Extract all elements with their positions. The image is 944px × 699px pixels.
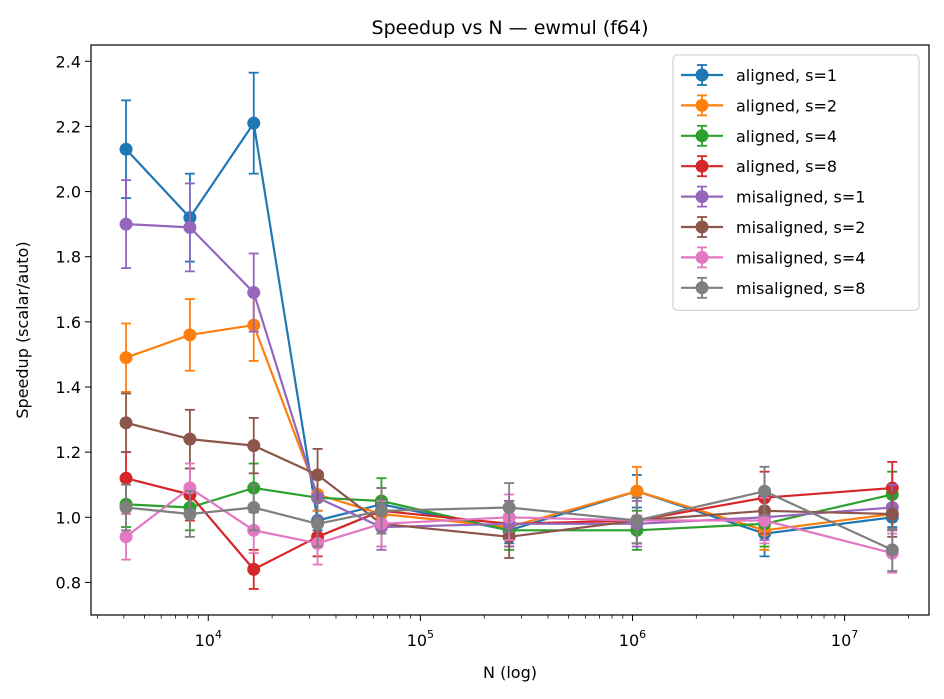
legend-item: aligned, s=1 xyxy=(681,64,837,86)
data-point xyxy=(247,439,261,453)
legend-marker xyxy=(695,250,709,264)
legend-label: misaligned, s=8 xyxy=(736,279,865,298)
data-point xyxy=(374,504,388,518)
data-point xyxy=(183,432,197,446)
x-tick-label: 105 xyxy=(407,628,434,650)
data-point xyxy=(630,514,644,528)
data-point xyxy=(885,543,899,557)
y-tick-label: 1.4 xyxy=(56,378,81,397)
legend-item: aligned, s=2 xyxy=(681,94,837,117)
legend-label: aligned, s=8 xyxy=(736,157,837,176)
data-point xyxy=(119,142,133,156)
data-point xyxy=(119,501,133,515)
x-tick-label: 104 xyxy=(195,628,222,650)
legend-box xyxy=(672,54,920,311)
y-tick-label: 2.4 xyxy=(56,52,81,71)
legend-item: misaligned, s=8 xyxy=(681,276,865,299)
legend-label: aligned, s=4 xyxy=(736,127,837,146)
legend-marker xyxy=(695,68,709,82)
data-point xyxy=(119,217,133,231)
data-point xyxy=(247,286,261,300)
legend-item: aligned, s=8 xyxy=(681,155,837,178)
y-tick-label: 1.8 xyxy=(56,248,81,267)
legend-marker xyxy=(695,129,709,143)
data-point xyxy=(119,471,133,485)
data-point xyxy=(119,416,133,430)
legend-item: misaligned, s=4 xyxy=(681,246,865,269)
y-tick-label: 2.0 xyxy=(56,183,81,202)
y-axis-label: Speedup (scalar/auto) xyxy=(13,241,32,418)
data-point xyxy=(183,507,197,521)
legend-label: aligned, s=2 xyxy=(736,96,837,115)
x-tick-label: 107 xyxy=(831,628,858,650)
y-tick-label: 1.6 xyxy=(56,313,81,332)
data-point xyxy=(119,530,133,544)
legend-label: misaligned, s=4 xyxy=(736,248,865,267)
chart-title: Speedup vs N — ewmul (f64) xyxy=(372,17,649,39)
data-point xyxy=(311,517,325,531)
legend-label: misaligned, s=1 xyxy=(736,188,865,207)
data-point xyxy=(311,468,325,482)
y-tick-label: 1.2 xyxy=(56,443,81,462)
data-point xyxy=(247,562,261,576)
x-axis-label: N (log) xyxy=(483,663,537,682)
legend-marker xyxy=(695,98,709,112)
data-point xyxy=(119,351,133,365)
y-tick-label: 0.8 xyxy=(56,573,81,592)
data-point xyxy=(502,501,516,515)
data-point xyxy=(885,507,899,521)
data-point xyxy=(247,116,261,130)
legend-item: misaligned, s=1 xyxy=(681,185,865,208)
legend-marker xyxy=(695,159,709,173)
data-point xyxy=(183,328,197,342)
legend-item: misaligned, s=2 xyxy=(681,216,865,238)
y-tick-label: 2.2 xyxy=(56,117,81,136)
data-point xyxy=(183,220,197,234)
plot-frame xyxy=(90,44,930,616)
data-point xyxy=(758,514,772,528)
y-tick-label: 1.0 xyxy=(56,508,81,527)
legend-label: aligned, s=1 xyxy=(736,66,837,85)
legend-marker xyxy=(695,190,709,204)
data-point xyxy=(758,484,772,498)
legend-item: aligned, s=4 xyxy=(681,124,837,147)
data-point xyxy=(630,484,644,498)
x-tick-label: 106 xyxy=(619,628,646,650)
legend-label: misaligned, s=2 xyxy=(736,218,865,237)
legend-marker xyxy=(695,281,709,295)
series-8 xyxy=(119,465,899,572)
data-point xyxy=(247,501,261,515)
legend-marker xyxy=(695,220,709,234)
